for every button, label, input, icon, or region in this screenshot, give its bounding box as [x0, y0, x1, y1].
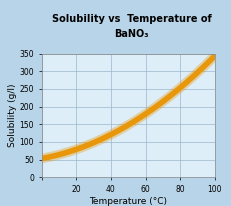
Y-axis label: Solubility (g/l): Solubility (g/l) [8, 84, 17, 147]
Text: BaNO₃: BaNO₃ [114, 29, 149, 39]
Text: Solubility vs  Temperature of: Solubility vs Temperature of [52, 14, 212, 25]
X-axis label: Temperature (°C): Temperature (°C) [89, 197, 167, 206]
